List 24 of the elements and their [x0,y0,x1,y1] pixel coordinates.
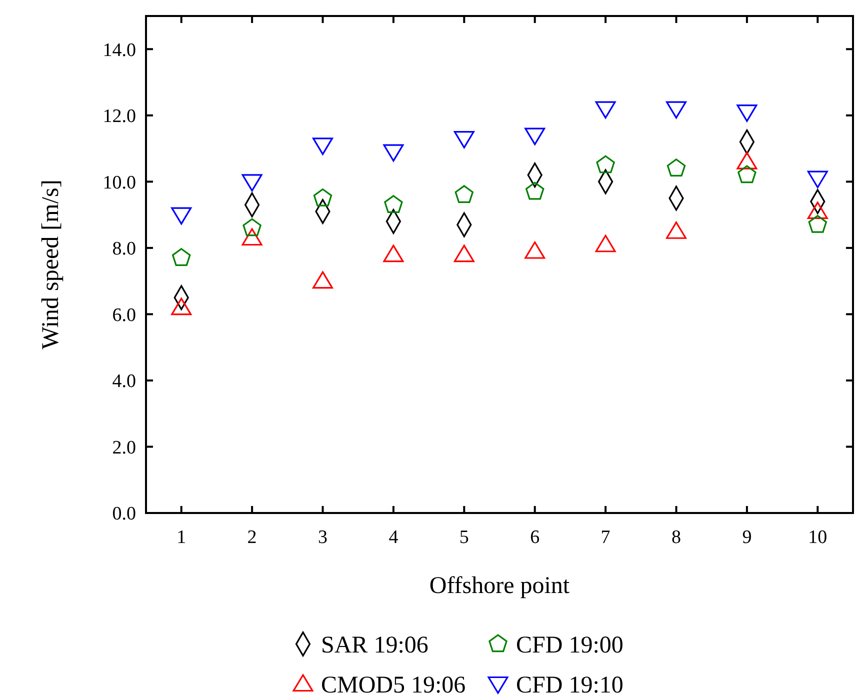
x-tick-label: 5 [459,527,469,548]
legend-label: CMOD5 19:06 [321,672,466,698]
y-tick-label: 6.0 [112,304,136,326]
y-tick-label: 14.0 [102,40,136,61]
x-tick-label: 8 [672,527,681,548]
y-tick-label: 10.0 [102,172,136,194]
x-tick-label: 1 [176,527,186,548]
y-tick-label: 0.0 [112,504,136,525]
legend-label: SAR 19:06 [321,632,428,658]
x-tick-label: 3 [318,527,328,548]
x-tick-label: 6 [530,527,540,548]
x-tick-label: 4 [388,527,399,548]
x-axis-title: Offshore point [429,573,570,599]
legend-label: CFD 19:00 [516,632,624,658]
y-tick-label: 4.0 [112,371,136,392]
x-tick-label: 2 [247,527,257,548]
x-tick-label: 10 [808,527,828,548]
legend-label: CFD 19:10 [516,672,624,698]
y-tick-label: 12.0 [102,106,136,128]
x-tick-label: 9 [742,527,752,548]
y-tick-label: 8.0 [112,238,136,260]
x-tick-label: 7 [600,527,610,548]
y-axis-title: Wind speed [m/s] [38,180,64,350]
y-tick-label: 2.0 [112,437,136,458]
